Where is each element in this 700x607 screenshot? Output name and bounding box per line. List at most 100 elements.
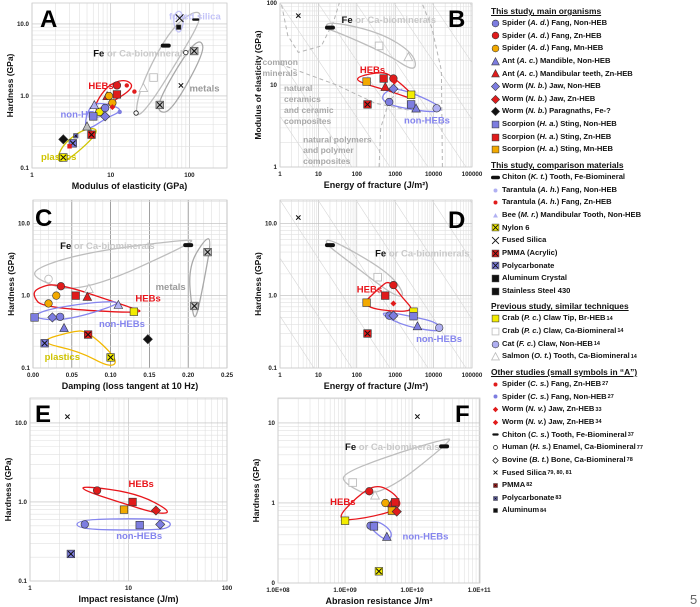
data-point (58, 134, 69, 145)
legend-marker (493, 188, 498, 192)
x-tick-label: 1 (30, 172, 34, 179)
data-point (112, 81, 122, 90)
region-bio (342, 438, 451, 494)
legend-item: PMMA 82 (491, 479, 700, 492)
legend-marker-icon (493, 394, 498, 399)
data-point (295, 13, 301, 19)
region-label-part: non-HEBs (60, 110, 106, 121)
data-point (47, 312, 58, 323)
data-point (190, 46, 199, 56)
data-point (59, 153, 68, 162)
region-bio (325, 239, 403, 297)
legend-item-name: Scorpion ( (502, 119, 540, 129)
legend-item-name: Scorpion ( (502, 131, 540, 141)
region-label-part: plastics (41, 152, 76, 163)
region-label: composites (303, 156, 351, 166)
region-label-part: HEBs (330, 497, 355, 508)
region-label: natural polymers (303, 134, 372, 144)
region-label: HEBs (357, 285, 382, 296)
region-label: HEBs (135, 294, 160, 305)
x-tick-label: 0.00 (27, 372, 40, 379)
panel-letter: D (448, 207, 465, 234)
legend-item-desc: ) Mandible, Non-HEB (535, 55, 611, 65)
guide-line (431, 200, 472, 262)
legend-item: Worm (N. v.) Jaw, Zn-HEB 34 (491, 416, 700, 429)
region-label: metals (156, 282, 186, 293)
data-point (149, 73, 158, 82)
legend-item-name: Spider ( (502, 43, 531, 53)
legend-marker-icon (492, 433, 499, 436)
legend-marker-icon (492, 419, 499, 425)
legend-item-name: Worm ( (502, 93, 529, 103)
region-label: and polymer (303, 145, 354, 155)
data-point (435, 323, 444, 332)
legend-item: Polycarbonate 83 (491, 492, 700, 505)
data-point (119, 505, 129, 514)
x-tick-label: 10 (315, 372, 322, 379)
region-label: fused silica (169, 12, 221, 23)
region-label-part: or Ca-biominerals (386, 248, 469, 259)
region-label-part: metals (189, 84, 219, 95)
legend-item-desc: ) Tooth, Fe-Biomineral (546, 429, 627, 439)
legend-item-species: P. c. (523, 326, 539, 336)
y-tick-label: 0.1 (18, 578, 27, 585)
legend-marker-icon (493, 382, 498, 387)
legend-item: Cat (F. c.) Claw, Non-HEB 14 (491, 338, 700, 351)
legend-marker-icon (491, 327, 500, 336)
region-heb (365, 281, 412, 312)
region-label: common (262, 57, 297, 67)
data-point (56, 282, 66, 291)
guide-line (431, 3, 472, 64)
legend-item-name: Nylon 6 (502, 222, 530, 232)
guide-line (280, 3, 391, 167)
legend-item-species: A. d. (530, 43, 547, 53)
x-tick-label: 0.15 (143, 372, 156, 379)
y-tick-label: 1.0 (21, 293, 30, 300)
region-non-heb (35, 301, 118, 321)
data-point (374, 567, 384, 576)
region-label-part: metals (156, 282, 186, 293)
legend-marker (493, 495, 498, 501)
x-tick-label: 100000 (462, 171, 483, 178)
legend-marker (492, 456, 499, 464)
legend-marker-icon (491, 274, 500, 283)
data-point (369, 522, 379, 531)
legend-item-species: A. h. (540, 197, 557, 207)
data-point (129, 307, 138, 316)
data-point (412, 321, 423, 331)
data-point (411, 103, 421, 113)
panel-letter: C (35, 205, 52, 232)
legend-marker-icon (491, 249, 500, 257)
legend-item-species: N. b. (528, 81, 545, 91)
region-label: Fe or Ca-biominerals (60, 241, 155, 252)
data-point (324, 25, 335, 30)
region-label: plastics (41, 152, 76, 163)
region-label-part: plastics (45, 352, 80, 363)
legend-item-name: Stainless Steel 430 (502, 285, 571, 295)
data-points (30, 243, 212, 362)
legend-item-name: Spider ( (502, 30, 531, 40)
data-point (100, 111, 111, 122)
data-point (82, 291, 93, 301)
legend-section-title: Previous study, similar techniques (491, 301, 629, 312)
region-label: and ceramic (284, 105, 334, 115)
region-label-part: HEBs (135, 294, 160, 305)
x-tick-label: 1.0E+11 (468, 587, 491, 594)
legend-marker-icon (493, 445, 498, 450)
data-point (160, 43, 171, 48)
legend-marker-icon (493, 495, 498, 501)
legend-item-species: H. s. (532, 442, 549, 452)
region-label: ceramics (284, 94, 321, 104)
data-point (439, 444, 450, 449)
region-label-part: and polymer (303, 145, 354, 155)
x-tick-label: 1000 (388, 171, 402, 178)
legend-item: Nylon 6 (491, 222, 700, 235)
y-tick-label: 1.0 (18, 499, 27, 506)
legend-item: Worm (N. b.) Paragnaths, Fe-? (491, 105, 700, 118)
legend-item: Fused Silica 79, 80, 81 (491, 467, 700, 480)
legend-item: Aluminum Crystal (491, 272, 700, 285)
region-label-part: Fe (375, 248, 386, 259)
data-point (374, 41, 384, 51)
legend-item-species: N. b. (528, 106, 545, 116)
legend-item-name: Spider ( (502, 379, 531, 389)
